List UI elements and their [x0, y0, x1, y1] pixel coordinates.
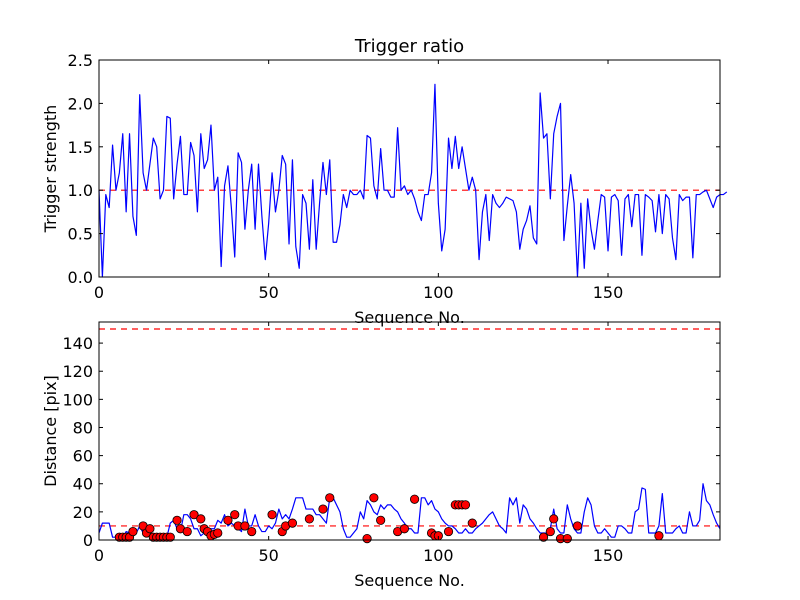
data-point: [362, 533, 372, 544]
x-tick-label: 50: [258, 546, 278, 565]
data-point: [325, 493, 335, 503]
chart-title: Trigger ratio: [354, 36, 464, 57]
y-tick-label: 2.5: [68, 51, 93, 70]
data-point: [172, 515, 182, 525]
data-point: [443, 526, 454, 537]
x-tick-label: 100: [423, 546, 454, 565]
data-point: [240, 521, 250, 531]
data-point: [128, 526, 138, 537]
axes-frame: [98, 59, 721, 278]
y-tick-label: 60: [73, 447, 93, 466]
data-point: [409, 494, 420, 504]
series-line: [98, 483, 721, 538]
x-tick-label: 150: [593, 283, 624, 302]
data-point: [213, 528, 223, 538]
data-point: [196, 514, 206, 524]
x-tick-label: 50: [258, 283, 278, 302]
y-tick-label: 120: [62, 362, 93, 381]
data-point: [189, 510, 199, 520]
y-tick-label: 1.5: [68, 138, 93, 157]
data-point: [247, 526, 257, 537]
x-tick-label: 0: [94, 283, 104, 302]
x-axis-label: Sequence No.: [354, 571, 465, 590]
data-point: [267, 510, 277, 520]
series-line: [98, 83, 728, 278]
data-point: [230, 510, 240, 520]
y-axis-label: Trigger strength: [41, 105, 60, 234]
data-point: [399, 524, 410, 534]
y-tick-label: 20: [73, 503, 93, 522]
data-point: [460, 500, 471, 510]
y-tick-label: 0.5: [68, 225, 93, 244]
y-tick-label: 140: [62, 334, 93, 353]
data-point: [562, 533, 572, 544]
data-point: [182, 526, 192, 537]
y-axis-label: Distance [pix]: [41, 375, 60, 487]
y-tick-label: 0.0: [68, 268, 93, 287]
x-tick-label: 0: [94, 546, 104, 565]
x-tick-label: 150: [593, 546, 624, 565]
y-tick-label: 80: [73, 418, 93, 437]
data-point: [165, 532, 175, 542]
y-tick-label: 0: [83, 531, 93, 550]
data-point: [376, 515, 386, 525]
data-point: [467, 518, 477, 528]
axes-frame: [98, 321, 721, 541]
y-tick-label: 100: [62, 390, 93, 409]
data-point: [654, 531, 664, 541]
data-point: [287, 518, 298, 528]
x-axis-label: Sequence No.: [354, 308, 465, 327]
data-point: [223, 515, 233, 525]
data-point: [145, 524, 155, 534]
data-point: [549, 514, 559, 524]
data-point: [318, 504, 328, 514]
data-point: [369, 493, 379, 503]
panel-2: [98, 321, 721, 544]
data-point: [545, 526, 555, 537]
data-point: [538, 532, 549, 542]
x-tick-label: 100: [423, 283, 454, 302]
panel-1: [98, 59, 728, 278]
y-tick-label: 40: [73, 475, 93, 494]
y-tick-label: 2.0: [68, 94, 93, 113]
data-point: [572, 521, 583, 531]
y-tick-label: 1.0: [68, 181, 93, 200]
data-point: [304, 514, 314, 524]
